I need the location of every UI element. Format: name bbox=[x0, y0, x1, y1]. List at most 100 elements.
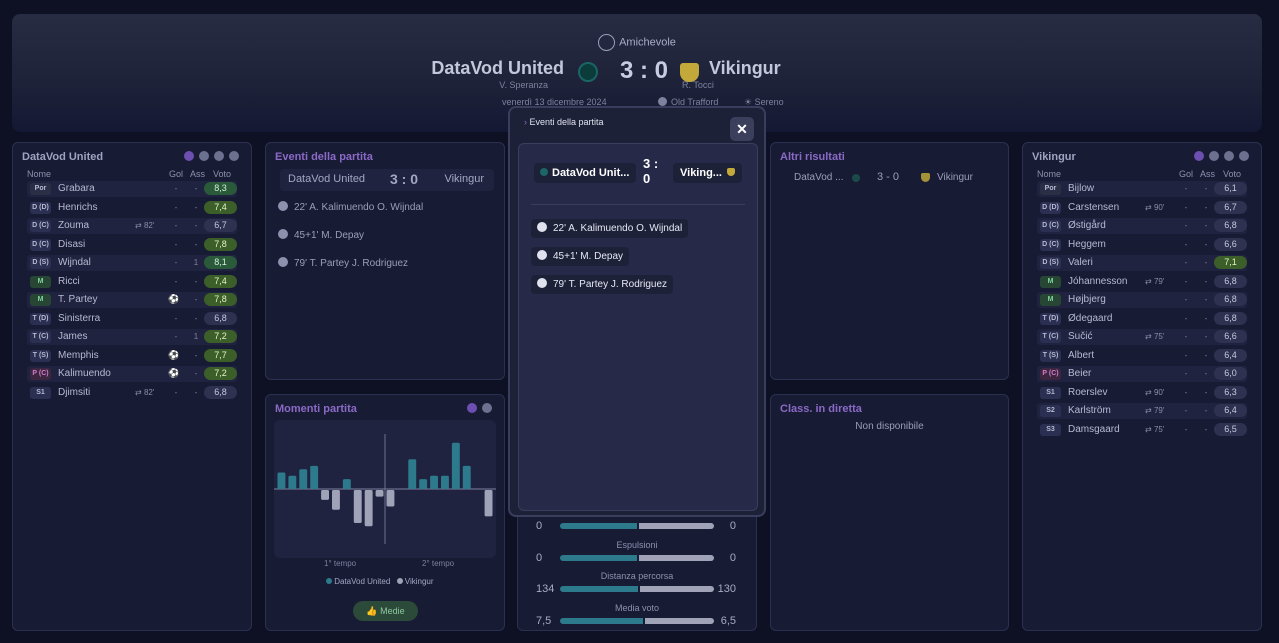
player-row[interactable]: T (D) Ødegaard - -6,8 bbox=[1037, 311, 1247, 327]
player-row[interactable]: S3 Damsgaard ⇄ 75' - -6,5 bbox=[1037, 422, 1247, 438]
player-row[interactable]: D (C) Disasi - -7,8 bbox=[27, 237, 237, 253]
player-row[interactable]: D (C) Zouma ⇄ 82' - -6,7 bbox=[27, 218, 237, 234]
player-row[interactable]: S1 Djimsiti ⇄ 82' - -6,8 bbox=[27, 385, 237, 401]
pager-dot[interactable] bbox=[229, 151, 239, 161]
stat-away-value: 0 bbox=[729, 551, 736, 564]
pager-dot[interactable] bbox=[1194, 151, 1204, 161]
away-momentum-bar bbox=[386, 490, 395, 507]
player-assists: - bbox=[1204, 221, 1208, 230]
player-name: Disasi bbox=[58, 238, 86, 250]
player-row[interactable]: T (D) Sinisterra - -6,8 bbox=[27, 311, 237, 327]
player-assists: - bbox=[194, 202, 198, 212]
player-row[interactable]: M Højbjerg - -6,8 bbox=[1037, 292, 1247, 308]
pager-dot[interactable] bbox=[1224, 151, 1234, 161]
legend-away-swatch bbox=[396, 578, 403, 584]
ball-icon bbox=[537, 222, 547, 232]
player-goals: - bbox=[1184, 221, 1188, 230]
player-row[interactable]: S2 Karlström ⇄ 79' - -6,4 bbox=[1037, 403, 1247, 419]
stat-label: Media voto bbox=[614, 602, 660, 613]
stat-home-bar bbox=[560, 617, 643, 624]
modal-home-team[interactable]: DataVod Unit... bbox=[534, 163, 636, 183]
stat-label: Distanza percorsa bbox=[600, 571, 674, 581]
result-row[interactable]: DataVod ... 3 - 0 Vikingur bbox=[794, 171, 973, 183]
player-position: D (C) bbox=[30, 220, 51, 232]
player-row[interactable]: D (C) Heggem - -6,6 bbox=[1037, 237, 1247, 253]
home-momentum-bar bbox=[441, 475, 449, 489]
pager-dot[interactable] bbox=[184, 151, 194, 161]
player-position: S1 bbox=[1040, 386, 1061, 399]
player-vote: 6,4 bbox=[1214, 404, 1247, 417]
away-roster-pager bbox=[1194, 151, 1249, 161]
player-row[interactable]: T (S) Albert - -6,4 bbox=[1037, 348, 1247, 364]
player-row[interactable]: D (C) Østigård - -6,8 bbox=[1037, 218, 1247, 234]
away-momentum-bar bbox=[364, 490, 373, 527]
player-vote: 7,7 bbox=[204, 348, 237, 362]
player-row[interactable]: T (S) Memphis ⚽ -7,7 bbox=[27, 348, 237, 364]
player-row[interactable]: D (D) Henrichs - -7,4 bbox=[27, 200, 237, 216]
player-row[interactable]: S1 Roerslev ⇄ 90' - -6,3 bbox=[1037, 385, 1247, 401]
moments-panel: Momenti partita 1° tempo 2° tempo DataVo… bbox=[265, 394, 505, 631]
modal-away-team[interactable]: Viking... bbox=[673, 163, 742, 183]
player-assists: - bbox=[194, 369, 198, 378]
close-button[interactable]: ✕ bbox=[730, 117, 754, 141]
player-name: Djimsiti bbox=[58, 386, 91, 398]
other-results-title: Altri risultati bbox=[780, 151, 845, 163]
stadium: Old Trafford bbox=[658, 97, 718, 107]
player-vote: 6,5 bbox=[1214, 422, 1247, 436]
player-row[interactable]: D (S) Wijndal - 1 8,1 bbox=[27, 255, 237, 271]
player-goals: - bbox=[1184, 239, 1188, 249]
player-position: P (C) bbox=[30, 368, 51, 380]
moments-chart bbox=[274, 420, 496, 558]
live-table-title: Class. in diretta bbox=[780, 403, 862, 415]
player-row[interactable]: D (D) Carstensen ⇄ 90' - -6,7 bbox=[1037, 200, 1247, 216]
pager-dot[interactable] bbox=[1239, 151, 1249, 161]
home-momentum-bar bbox=[408, 459, 417, 489]
player-assists: - bbox=[1204, 406, 1208, 415]
substitution-icon: ⇄ bbox=[1145, 276, 1152, 286]
player-assists: - bbox=[1204, 184, 1208, 193]
player-goals: - bbox=[174, 276, 178, 286]
player-position: D (S) bbox=[1040, 257, 1061, 269]
player-row[interactable]: Por Grabara - -8,3 bbox=[27, 181, 237, 197]
player-row[interactable]: T (C) James - 1 7,2 bbox=[27, 329, 237, 345]
player-goals: - bbox=[1184, 350, 1188, 360]
averages-button[interactable]: 👍 Medie bbox=[353, 601, 418, 621]
substitution: ⇄ 79' bbox=[1145, 406, 1165, 415]
player-row[interactable]: D (S) Valeri - -7,1 bbox=[1037, 255, 1247, 271]
player-row[interactable]: M T. Partey ⚽ -7,8 bbox=[27, 292, 237, 308]
pager-dot[interactable] bbox=[482, 403, 492, 413]
pager-dot[interactable] bbox=[199, 151, 209, 161]
player-position: D (C) bbox=[30, 238, 51, 251]
player-vote: 6,0 bbox=[1214, 367, 1247, 380]
away-momentum-bar bbox=[353, 490, 362, 523]
player-position: D (D) bbox=[30, 201, 51, 214]
player-vote: 7,8 bbox=[204, 293, 237, 306]
player-row[interactable]: Por Bijlow - -6,1 bbox=[1037, 181, 1247, 197]
player-assists: - bbox=[1204, 424, 1208, 434]
player-goals: - bbox=[174, 221, 178, 230]
stat-home-bar bbox=[560, 554, 637, 561]
player-assists: 1 bbox=[193, 258, 199, 267]
player-row[interactable]: P (C) Kalimuendo ⚽ -7,2 bbox=[27, 366, 237, 382]
score: 3 : 0 bbox=[619, 57, 669, 84]
away-team-name[interactable]: Vikingur bbox=[709, 58, 781, 78]
pager-dot[interactable] bbox=[1209, 151, 1219, 161]
home-team-name[interactable]: DataVod United bbox=[431, 58, 564, 78]
player-assists: 1 bbox=[193, 332, 199, 341]
home-crest-icon bbox=[540, 168, 548, 176]
competition: Amichevole bbox=[12, 34, 1262, 51]
player-row[interactable]: P (C) Beier - -6,0 bbox=[1037, 366, 1247, 382]
player-position: D (D) bbox=[1040, 201, 1061, 214]
player-name: Bijlow bbox=[1068, 183, 1095, 194]
pager-dot[interactable] bbox=[467, 403, 477, 413]
player-vote: 8,3 bbox=[204, 182, 237, 195]
pager-dot[interactable] bbox=[214, 151, 224, 161]
player-row[interactable]: T (C) Sučić ⇄ 75' - -6,6 bbox=[1037, 329, 1247, 345]
stat-label: Espulsioni bbox=[616, 539, 658, 550]
substitution-icon: ⇄ bbox=[1145, 202, 1152, 212]
player-vote: 7,2 bbox=[204, 367, 237, 380]
player-vote: 7,2 bbox=[204, 330, 237, 343]
player-row[interactable]: M Jóhannesson ⇄ 79' - -6,8 bbox=[1037, 274, 1247, 290]
player-row[interactable]: M Ricci - -7,4 bbox=[27, 274, 237, 290]
player-position: T (D) bbox=[1040, 312, 1061, 325]
